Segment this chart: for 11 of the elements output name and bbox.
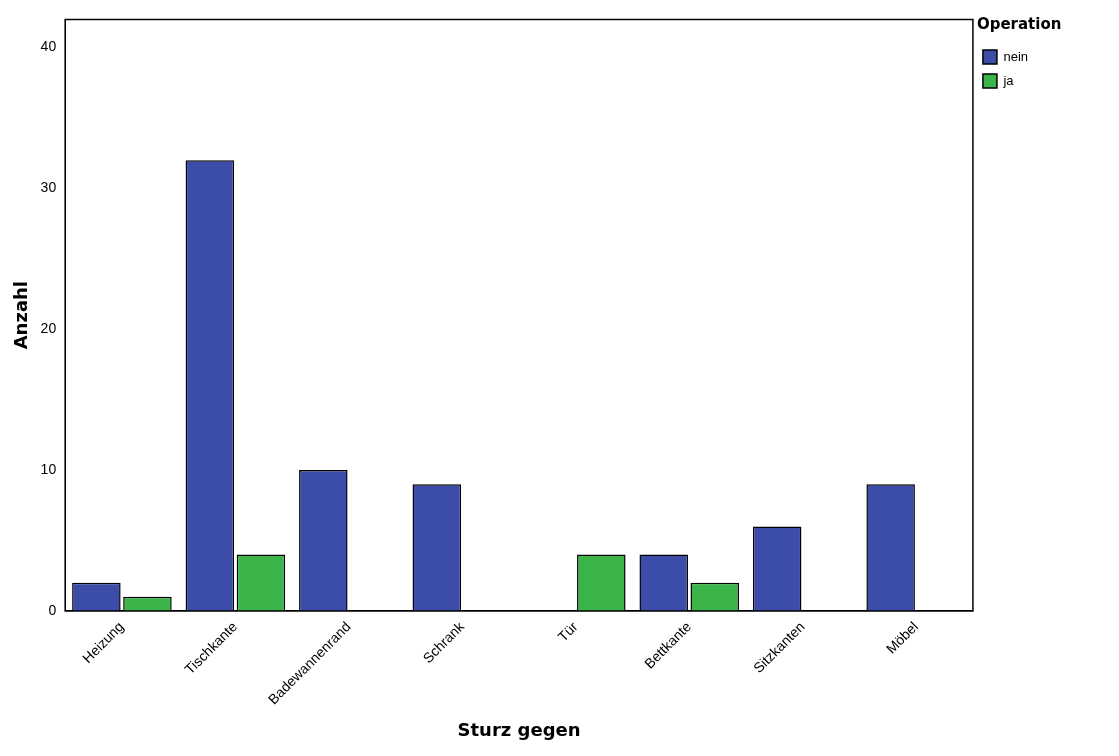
y-axis-title: Anzahl <box>10 280 32 350</box>
legend-label: ja <box>1002 72 1015 88</box>
y-tick-label: 0 <box>48 601 57 618</box>
x-axis-title: Sturz gegen <box>457 718 581 740</box>
y-tick-label: 10 <box>40 460 57 477</box>
x-tick-label: Tür <box>554 618 581 645</box>
legend-label: nein <box>1003 48 1028 64</box>
y-tick-label: 20 <box>40 320 57 337</box>
legend-title: Operation <box>976 15 1062 34</box>
y-tick-label: 30 <box>40 179 57 196</box>
y-tick-label: 40 <box>40 38 57 55</box>
